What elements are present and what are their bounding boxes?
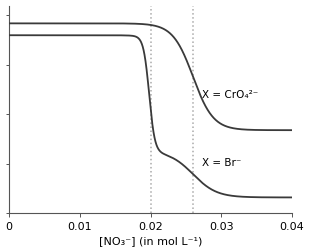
Text: X = Br⁻: X = Br⁻ bbox=[202, 158, 241, 168]
Text: X = CrO₄²⁻: X = CrO₄²⁻ bbox=[202, 89, 258, 100]
X-axis label: [NO₃⁻] (in mol L⁻¹): [NO₃⁻] (in mol L⁻¹) bbox=[99, 236, 202, 246]
